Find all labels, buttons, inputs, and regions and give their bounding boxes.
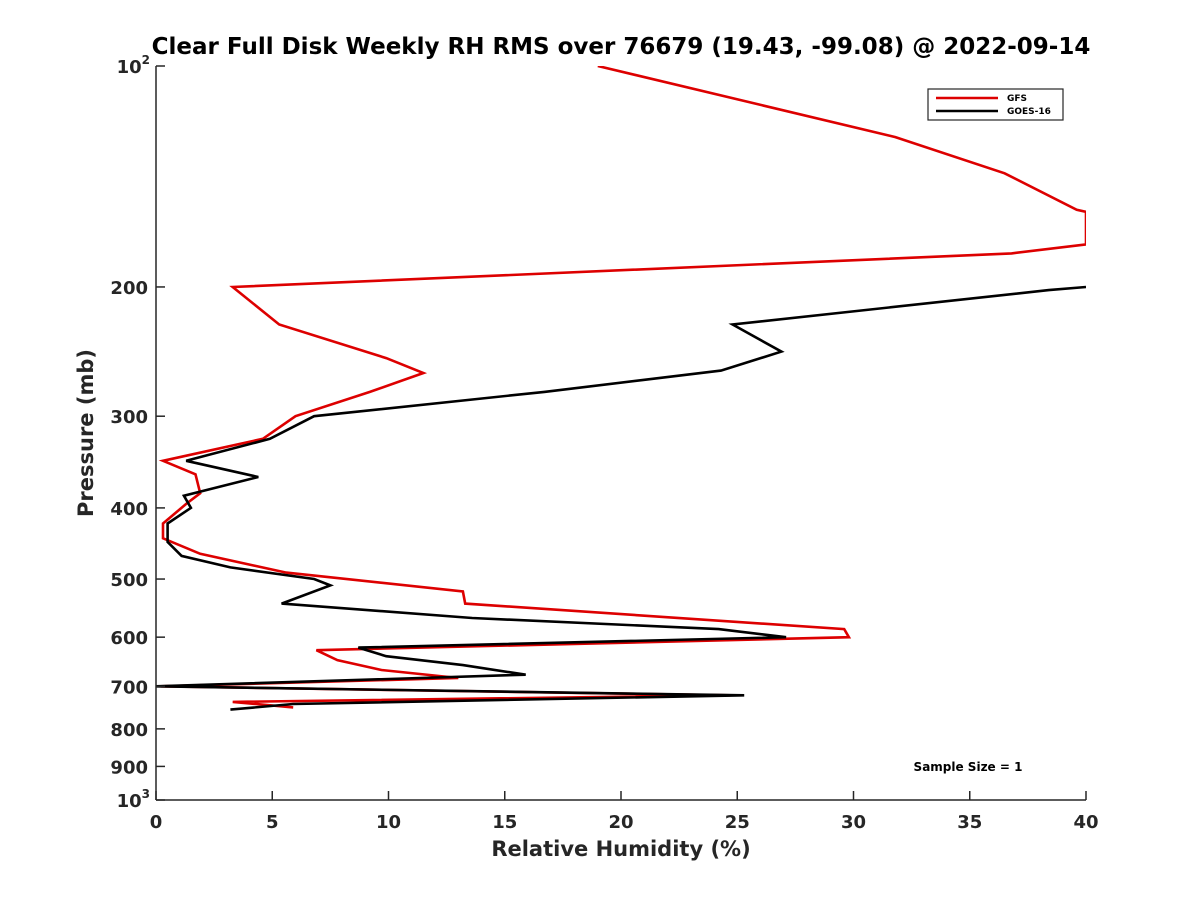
series-line-gfs (158, 66, 1086, 709)
y-tick-label: 102 (117, 53, 150, 78)
y-tick-label: 300 (110, 407, 148, 428)
legend-box (927, 88, 1064, 121)
chart-title: Clear Full Disk Weekly RH RMS over 76679… (152, 34, 1091, 60)
y-tick-label: 103 (117, 787, 150, 812)
y-tick-label: 500 (110, 570, 148, 591)
axes: 0 5 10 15 20 25 30 35 40 102 200 300 400 500 600 700 800… (110, 53, 1098, 833)
y-tick-label: 400 (110, 499, 148, 520)
x-tick-label: 10 (376, 812, 401, 833)
x-tick-label: 20 (608, 812, 633, 833)
x-axis-label: Relative Humidity (%) (491, 837, 750, 861)
series-line-goes-16 (156, 285, 1086, 711)
x-tick-label: 25 (725, 812, 750, 833)
y-axis-label: Pressure (mb) (74, 349, 98, 517)
legend-label-gfs: GFS (1007, 94, 1027, 104)
sample-size-annotation: Sample Size = 1 (914, 760, 1023, 774)
y-tick-label: 900 (110, 757, 148, 778)
x-tick-label: 15 (492, 812, 517, 833)
legend-label-goes-16: GOES-16 (1007, 107, 1051, 117)
x-tick-label: 5 (266, 812, 279, 833)
x-tick-label: 30 (841, 812, 866, 833)
y-tick-label: 600 (110, 628, 148, 649)
legend: GFS GOES-16 (927, 88, 1064, 121)
x-tick-label: 35 (957, 812, 982, 833)
x-tick-label: 40 (1073, 812, 1098, 833)
y-tick-label: 200 (110, 278, 148, 299)
series-layer (156, 66, 1086, 711)
y-tick-label: 800 (110, 720, 148, 741)
y-tick-label: 700 (110, 677, 148, 698)
x-tick-label: 0 (150, 812, 163, 833)
